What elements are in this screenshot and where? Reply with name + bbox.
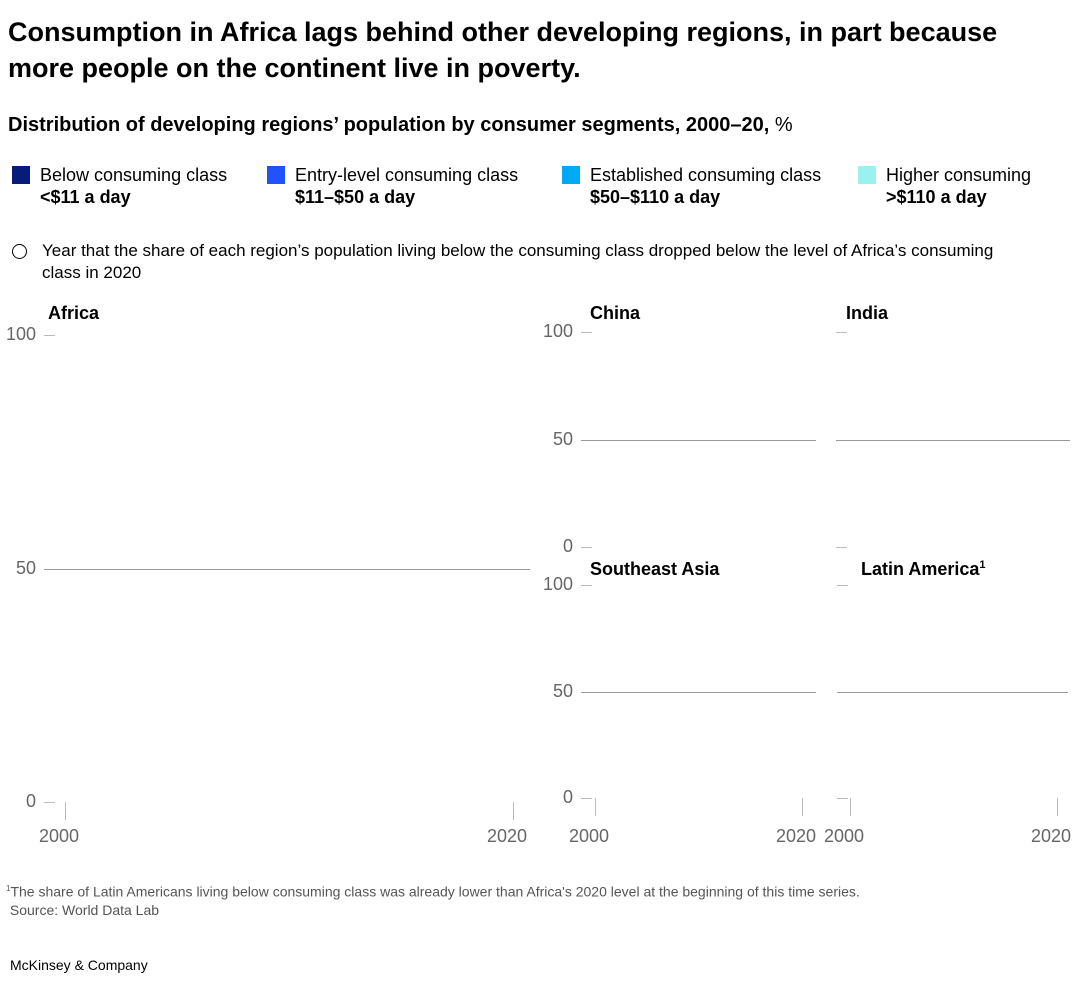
y-tick-label: 100	[542, 574, 573, 594]
y-tick-label: 50	[552, 428, 573, 449]
footnote-text: The share of Latin Americans living belo…	[10, 883, 860, 900]
x-tick-label: 2000	[824, 826, 865, 846]
y-tick-label: 100	[542, 321, 573, 341]
gridline-50	[837, 691, 1068, 693]
legend-range: $50–$110 a day	[590, 187, 721, 207]
source-text: Source: World Data Lab	[9, 901, 160, 918]
panel-title: Latin America1	[861, 559, 986, 579]
subtitle-unit: %	[774, 114, 793, 136]
marker-note: Year that the share of each region’s pop…	[12, 240, 1012, 284]
y-tick-label: 0	[562, 536, 573, 556]
x-tick-label: 2020	[776, 826, 817, 846]
legend-range: <$11 a day	[40, 187, 131, 207]
subtitle-text: Distribution of developing regions’ popu…	[8, 114, 770, 136]
legend-swatch	[858, 166, 876, 184]
chart-title: Consumption in Africa lags behind other …	[8, 17, 998, 83]
x-tick-mark	[65, 802, 66, 820]
legend-range: $11–$50 a day	[295, 187, 416, 207]
gridline-50	[581, 691, 816, 693]
x-tick-mark	[850, 798, 851, 816]
brand-logo: McKinsey & Company	[10, 957, 148, 973]
y-tick-label: 0	[562, 787, 573, 807]
legend-swatch	[12, 166, 30, 184]
chart-subtitle: Distribution of developing regions’ popu…	[8, 114, 793, 137]
legend-label: Below consuming class	[40, 165, 228, 185]
y-tick-mark	[44, 335, 55, 336]
y-tick-mark	[581, 332, 592, 333]
legend-item-higher: Higher consuming >$110 a day	[858, 164, 1031, 208]
legend-item-below: Below consuming class <$11 a day	[12, 164, 227, 208]
y-tick-mark	[837, 798, 848, 799]
y-tick-mark	[581, 547, 592, 548]
x-tick-mark	[595, 798, 596, 816]
y-tick-label: 100	[5, 324, 36, 344]
x-tick-label: 2020	[1031, 826, 1072, 846]
x-tick-mark	[802, 798, 803, 816]
y-tick-mark	[836, 547, 847, 548]
footnote-sup: 1	[6, 884, 11, 893]
footnote: 1The share of Latin Americans living bel…	[6, 880, 860, 919]
circle-marker-icon	[12, 244, 27, 259]
gridline-50	[44, 568, 530, 570]
legend-item-entry: Entry-level consuming class $11–$50 a da…	[267, 164, 518, 208]
panel-title: China	[590, 303, 641, 323]
y-tick-mark	[837, 585, 848, 586]
legend-range: >$110 a day	[886, 187, 987, 207]
title-sup: 1	[979, 559, 986, 571]
y-tick-mark	[581, 585, 592, 586]
y-tick-label: 0	[25, 791, 36, 811]
panel-title: India	[846, 303, 889, 323]
y-tick-label: 50	[15, 557, 36, 578]
y-tick-mark	[836, 332, 847, 333]
panel-title: Africa	[48, 303, 100, 323]
x-tick-label: 2000	[569, 826, 610, 846]
gridline-50	[836, 439, 1070, 441]
x-tick-mark	[513, 802, 514, 820]
y-tick-mark	[44, 802, 55, 803]
legend-label: Entry-level consuming class	[295, 165, 519, 185]
legend-label: Established consuming class	[590, 165, 822, 185]
legend-swatch	[562, 166, 580, 184]
legend-swatch	[267, 166, 285, 184]
legend-label: Higher consuming	[886, 165, 1032, 185]
y-tick-label: 50	[552, 680, 573, 701]
x-tick-label: 2020	[487, 826, 528, 846]
panel-title: Southeast Asia	[590, 559, 720, 579]
x-tick-label: 2000	[39, 826, 80, 846]
marker-note-text: Year that the share of each region’s pop…	[42, 241, 994, 282]
x-tick-mark	[1057, 798, 1058, 816]
legend-item-established: Established consuming class $50–$110 a d…	[562, 164, 821, 208]
y-tick-mark	[581, 798, 592, 799]
gridline-50	[581, 439, 816, 441]
